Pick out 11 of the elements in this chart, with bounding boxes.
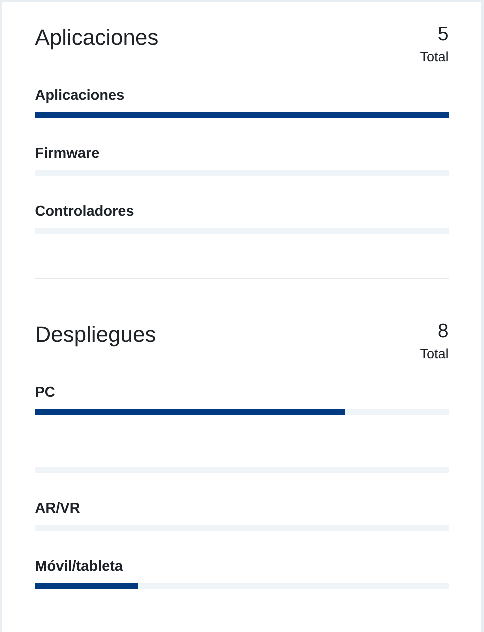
y-tick-label: PC [36, 386, 55, 398]
text: 8 [438, 324, 448, 338]
text: Total [420, 348, 448, 359]
text: 5 [438, 27, 448, 41]
y-tick-label: Móvil/tableta [36, 560, 124, 572]
y-tick-label: Controladores [36, 206, 134, 216]
y-tick-label: AR/VR [36, 502, 80, 514]
text: Total [420, 52, 448, 62]
y-tick-label: Firmware [36, 148, 100, 158]
y-tick-label: Aplicaciones [36, 90, 124, 104]
chart-title: Despliegues [37, 326, 156, 347]
